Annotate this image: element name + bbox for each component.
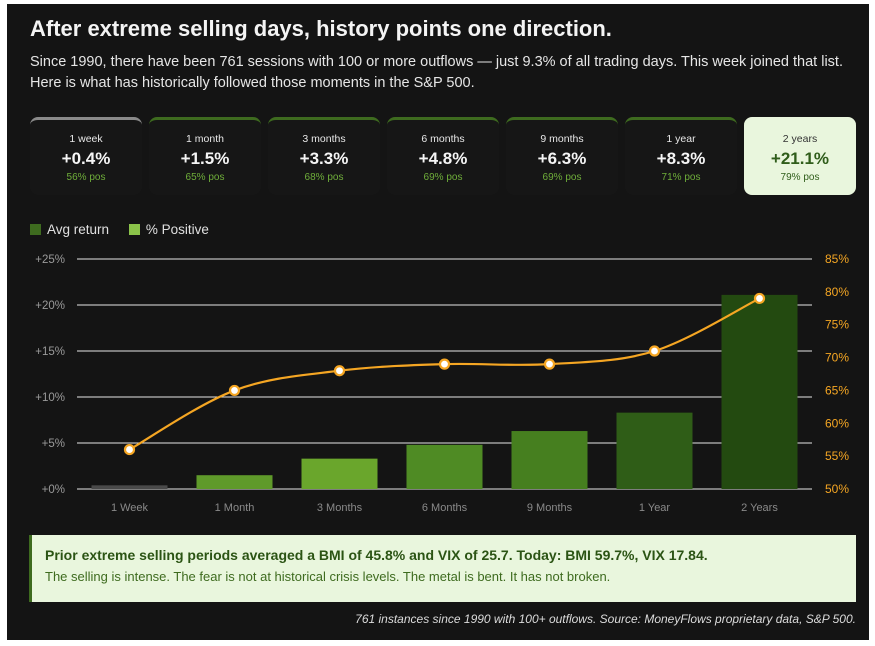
bar: [616, 412, 693, 489]
y-left-tick-label: +25%: [35, 254, 65, 266]
horizon-cards: 1 week +0.4% 56% pos 1 month +1.5% 65% p…: [30, 117, 857, 197]
legend-positive: % Positive: [128, 222, 209, 237]
card-positive: 71% pos: [661, 172, 701, 183]
card-value: +6.3%: [537, 149, 587, 168]
x-tick-label: 2 Years: [741, 502, 778, 514]
card-positive: 69% pos: [423, 172, 463, 183]
bar: [91, 485, 168, 489]
positive-point: [543, 358, 556, 370]
card-2-years[interactable]: 2 years +21.1% 79% pos: [744, 117, 856, 195]
y-left-tick-label: +5%: [42, 438, 65, 450]
card-value: +3.3%: [299, 149, 349, 168]
positive-point: [228, 384, 241, 397]
x-tick-label: 6 Months: [422, 502, 468, 514]
note-headline: Prior extreme selling periods averaged a…: [45, 547, 708, 563]
card-label: 1 month: [186, 133, 224, 145]
page-subtitle: Since 1990, there have been 761 sessions…: [30, 54, 843, 91]
card-value: +21.1%: [770, 149, 830, 168]
card-value: +4.8%: [418, 149, 468, 168]
positive-point: [648, 345, 661, 357]
y-right-tick-label: 70%: [825, 351, 849, 365]
x-tick-label: 1 Year: [639, 502, 671, 514]
card-label: 1 year: [666, 133, 696, 145]
bar: [511, 431, 588, 489]
legend-label: Avg return: [47, 222, 110, 237]
y-right-tick-label: 55%: [825, 449, 849, 463]
card-6-months[interactable]: 6 months +4.8% 69% pos: [387, 117, 499, 195]
positive-point: [438, 358, 451, 370]
y-left-tick-label: +15%: [35, 346, 65, 358]
bar: [406, 444, 483, 489]
card-value: +8.3%: [656, 149, 706, 168]
card-1-year[interactable]: 1 year +8.3% 71% pos: [625, 117, 737, 195]
card-positive: 56% pos: [66, 172, 106, 183]
legend-avg-return: Avg return: [30, 222, 109, 237]
card-1-week[interactable]: 1 week +0.4% 56% pos: [30, 117, 142, 195]
x-tick-label: 1 Month: [215, 502, 255, 514]
bar: [301, 458, 378, 489]
y-right-tick-label: 85%: [825, 252, 849, 266]
card-1-month[interactable]: 1 month +1.5% 65% pos: [149, 117, 261, 195]
x-tick-label: 3 Months: [317, 502, 363, 514]
positive-point: [333, 365, 346, 377]
positive-point: [753, 292, 766, 305]
x-tick-label: 1 Week: [111, 502, 149, 514]
card-label: 3 months: [302, 133, 346, 145]
y-left-tick-label: +10%: [35, 392, 65, 404]
y-left-tick-label: +20%: [35, 300, 65, 312]
legend-label: % Positive: [145, 222, 209, 237]
card-9-months[interactable]: 9 months +6.3% 69% pos: [506, 117, 618, 195]
y-left-tick-label: +0%: [42, 484, 65, 496]
positive-point: [123, 443, 136, 456]
card-positive: 69% pos: [542, 172, 582, 183]
legend-swatch-light: [128, 224, 140, 235]
y-right-tick-label: 65%: [825, 383, 849, 397]
y-right-tick-label: 50%: [825, 482, 849, 496]
bar: [721, 294, 798, 489]
card-positive: 65% pos: [185, 172, 225, 183]
x-tick-label: 9 Months: [527, 502, 573, 514]
card-label: 9 months: [540, 133, 584, 145]
card-label: 1 week: [69, 133, 103, 145]
context-note: Prior extreme selling periods averaged a…: [29, 535, 856, 602]
y-right-tick-label: 75%: [825, 318, 849, 332]
legend-swatch-dark: [30, 224, 41, 235]
card-value: +0.4%: [61, 149, 111, 168]
y-right-tick-label: 60%: [825, 416, 849, 430]
card-value: +1.5%: [180, 149, 230, 168]
card-positive: 68% pos: [304, 172, 344, 183]
card-label: 6 months: [421, 133, 465, 145]
returns-chart: +0% +5% +10% +15% +20% +25% 50% 55% 60% 65% 70% 75%…: [35, 252, 849, 514]
source-footer: 761 instances since 1990 with 100+ outfl…: [355, 612, 856, 626]
page-title: After extreme selling days, history poin…: [30, 16, 612, 41]
dashboard-panel: After extreme selling days, history poin…: [7, 4, 869, 640]
y-right-tick-label: 80%: [825, 285, 849, 299]
card-3-months[interactable]: 3 months +3.3% 68% pos: [268, 117, 380, 195]
bar: [196, 475, 273, 489]
chart-legend: Avg return % Positive: [30, 222, 225, 238]
card-positive: 79% pos: [780, 172, 820, 183]
card-label: 2 years: [782, 133, 818, 145]
note-body: The selling is intense. The fear is not …: [45, 569, 611, 584]
